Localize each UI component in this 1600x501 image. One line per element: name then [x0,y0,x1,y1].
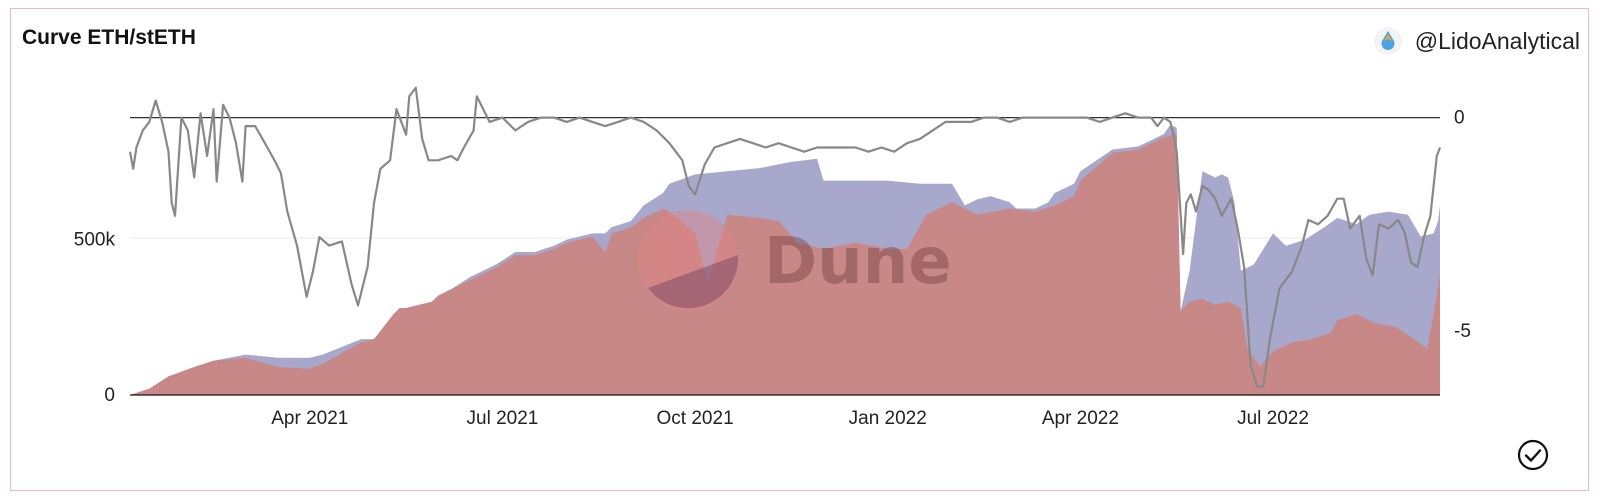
x-tick-label: Apr 2022 [1042,408,1119,429]
right-tick-label: 0 [1454,108,1465,129]
lido-drop-icon [1373,27,1402,55]
left-tick-label: 0 [104,385,115,406]
left-tick-label: 500k [74,230,116,251]
series-peg-line [128,86,1442,388]
x-tick-label: Jul 2021 [467,408,539,429]
x-tick-label: Oct 2021 [657,408,734,429]
author-badge[interactable]: @LidoAnalytical [1373,26,1580,56]
series-steth-area [130,134,1440,395]
watermark-text: Dune [764,225,952,299]
chart-title: Curve ETH/stETH [22,26,196,49]
x-tick-label: Apr 2021 [271,408,348,429]
x-tick-label: Jan 2022 [849,408,927,429]
x-tick-label: Jul 2022 [1237,408,1309,429]
axes: Apr 2021 Jul 2021 Oct 2021 Jan 2022 Apr 2022… [74,108,1471,429]
watermark: Dune [638,210,952,310]
lines [128,86,1442,388]
dune-logo-icon [638,210,738,310]
areas [130,124,1440,395]
right-tick-label: -5 [1454,321,1471,342]
check-circle-icon[interactable] [1516,438,1550,472]
author-name: @LidoAnalytical [1414,27,1580,54]
